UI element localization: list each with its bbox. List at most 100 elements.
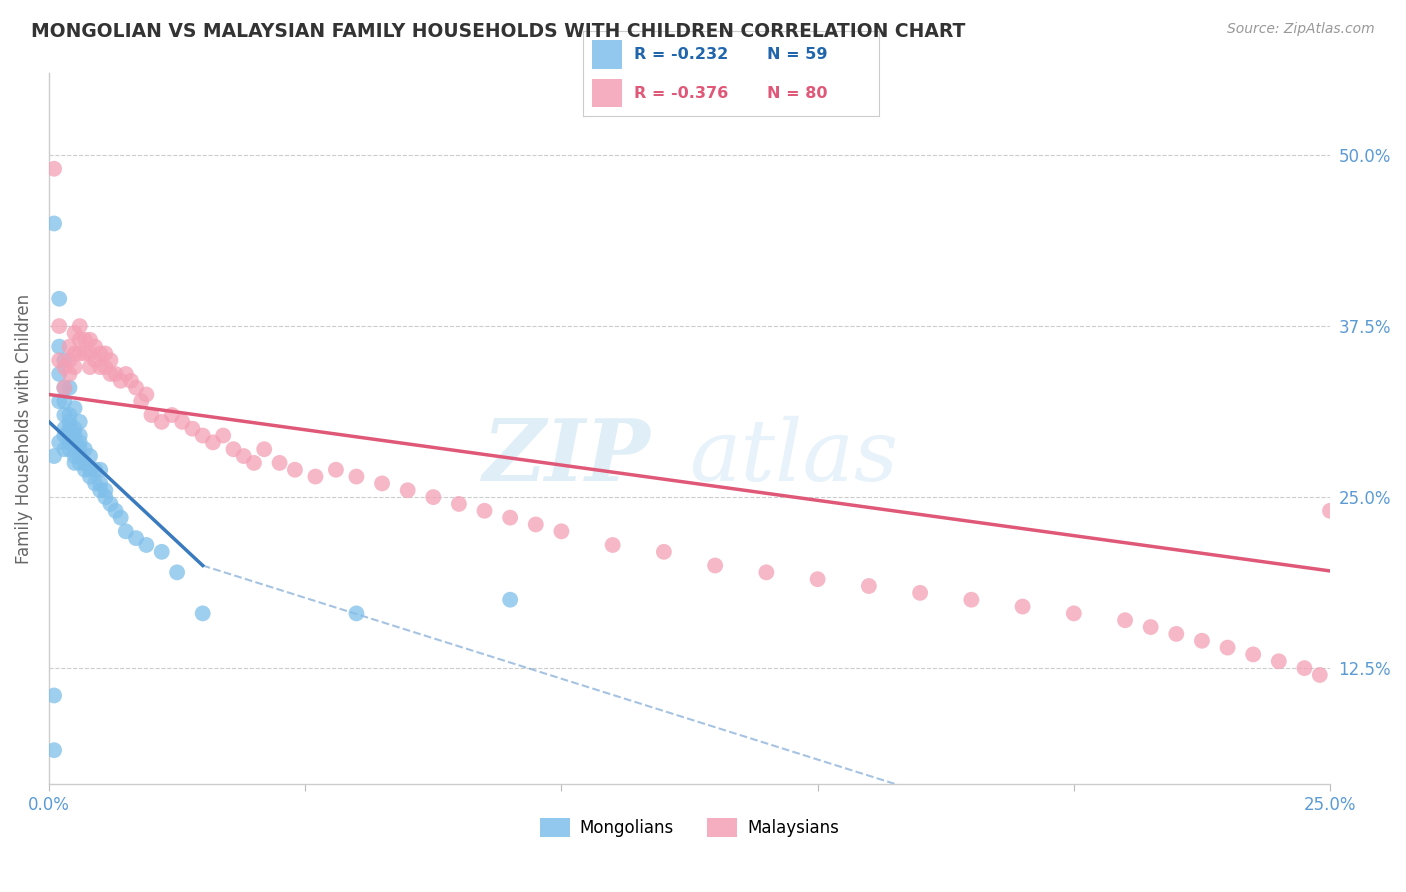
Point: [42, 161, 65, 176]
Point: [84, 340, 107, 354]
Point: [550, 524, 572, 539]
Point: [63, 456, 86, 470]
Point: [150, 545, 173, 559]
Point: [69, 428, 91, 442]
Point: [63, 435, 86, 450]
Point: [499, 592, 522, 607]
Point: [48, 353, 70, 368]
Point: [58, 353, 80, 368]
Point: [69, 319, 91, 334]
Point: [73, 442, 96, 457]
Point: [396, 483, 419, 498]
Point: [63, 401, 86, 416]
Point: [89, 476, 111, 491]
Point: [447, 497, 470, 511]
Text: atlas: atlas: [689, 416, 898, 499]
Text: N = 59: N = 59: [766, 46, 827, 62]
Point: [89, 346, 111, 360]
Point: [48, 340, 70, 354]
Point: [48, 292, 70, 306]
Point: [48, 319, 70, 334]
Point: [1329, 558, 1351, 573]
Point: [79, 333, 101, 347]
Point: [524, 517, 547, 532]
Point: [104, 367, 127, 381]
Point: [63, 422, 86, 436]
Point: [1114, 613, 1136, 627]
Point: [1309, 668, 1331, 682]
Point: [1216, 640, 1239, 655]
FancyBboxPatch shape: [592, 39, 621, 69]
Point: [69, 449, 91, 463]
Point: [1241, 648, 1264, 662]
Point: [42, 217, 65, 231]
Point: [104, 504, 127, 518]
Point: [84, 463, 107, 477]
Point: [42, 449, 65, 463]
Point: [69, 435, 91, 450]
Point: [160, 408, 183, 422]
Point: [58, 422, 80, 436]
Point: [69, 415, 91, 429]
Point: [94, 360, 117, 375]
Point: [135, 538, 157, 552]
Point: [304, 469, 326, 483]
Point: [212, 428, 235, 442]
Point: [1319, 504, 1341, 518]
Point: [69, 456, 91, 470]
Point: [232, 449, 254, 463]
Point: [110, 510, 132, 524]
Point: [120, 374, 142, 388]
Point: [1191, 633, 1213, 648]
Point: [73, 333, 96, 347]
Text: ZIP: ZIP: [484, 416, 651, 499]
Point: [89, 463, 111, 477]
Point: [602, 538, 624, 552]
Point: [58, 381, 80, 395]
Point: [141, 408, 163, 422]
Point: [652, 545, 675, 559]
Point: [69, 333, 91, 347]
Point: [1011, 599, 1033, 614]
Text: MONGOLIAN VS MALAYSIAN FAMILY HOUSEHOLDS WITH CHILDREN CORRELATION CHART: MONGOLIAN VS MALAYSIAN FAMILY HOUSEHOLDS…: [31, 22, 966, 41]
Point: [346, 469, 368, 483]
Point: [69, 346, 91, 360]
Point: [100, 353, 122, 368]
Point: [79, 469, 101, 483]
Point: [125, 381, 148, 395]
Point: [346, 607, 368, 621]
Point: [63, 428, 86, 442]
Point: [48, 367, 70, 381]
Point: [94, 490, 117, 504]
Point: [114, 367, 136, 381]
Point: [704, 558, 727, 573]
Point: [371, 476, 394, 491]
Point: [243, 456, 266, 470]
Point: [284, 463, 307, 477]
Point: [755, 566, 778, 580]
Point: [1139, 620, 1161, 634]
Text: Source: ZipAtlas.com: Source: ZipAtlas.com: [1227, 22, 1375, 37]
Point: [73, 456, 96, 470]
Text: N = 80: N = 80: [766, 86, 827, 101]
Point: [48, 394, 70, 409]
Point: [191, 607, 214, 621]
FancyBboxPatch shape: [592, 78, 621, 108]
Point: [58, 367, 80, 381]
Point: [499, 510, 522, 524]
Point: [48, 435, 70, 450]
Point: [89, 360, 111, 375]
Point: [94, 346, 117, 360]
Point: [166, 566, 188, 580]
Point: [100, 367, 122, 381]
Point: [53, 381, 76, 395]
Text: R = -0.232: R = -0.232: [634, 46, 728, 62]
Point: [58, 428, 80, 442]
Point: [58, 435, 80, 450]
Point: [191, 428, 214, 442]
Point: [58, 415, 80, 429]
Point: [422, 490, 444, 504]
Point: [150, 415, 173, 429]
Point: [53, 442, 76, 457]
Text: R = -0.376: R = -0.376: [634, 86, 728, 101]
